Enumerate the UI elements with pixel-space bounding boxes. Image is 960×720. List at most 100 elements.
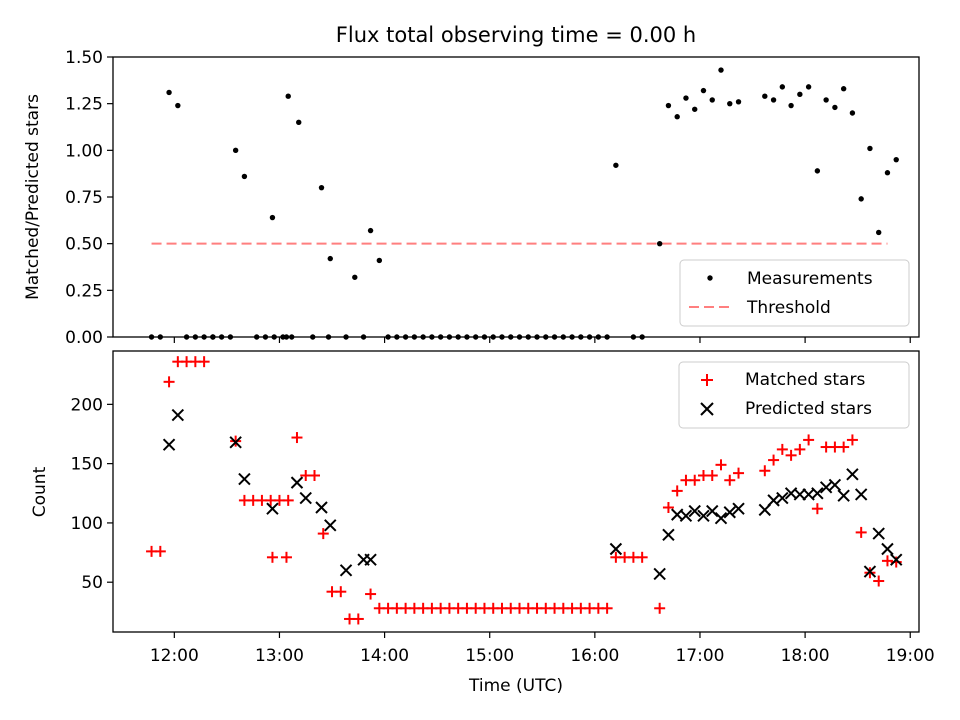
predicted-star-point bbox=[863, 565, 877, 578]
top-x-axis bbox=[173, 337, 911, 343]
measurement-point bbox=[840, 86, 847, 92]
measurement-point bbox=[201, 334, 207, 340]
matched-star-point bbox=[671, 485, 683, 497]
bottom-y-axis: 50 100 150 200 bbox=[71, 395, 113, 593]
top-panel: Flux total observing time = 0.00 h 0.000… bbox=[23, 23, 920, 348]
legend-marker-predicted bbox=[700, 402, 714, 416]
top-legend: Measurements Threshold bbox=[679, 259, 910, 327]
bottom-x-axis: 12:00 13:00 14:00 15:00 16:00 17:00 18:00 19:00 bbox=[150, 632, 935, 666]
matched-star-point bbox=[759, 465, 771, 477]
measurement-point bbox=[446, 334, 453, 340]
measurement-point bbox=[814, 168, 821, 174]
measurement-point bbox=[241, 173, 248, 180]
matched-star-point bbox=[733, 467, 745, 479]
top-y-tick-label: 0.75 bbox=[65, 188, 103, 208]
measurement-point bbox=[832, 104, 838, 111]
measurement-point bbox=[692, 106, 698, 112]
predicted-star-point bbox=[162, 438, 176, 451]
measurement-point bbox=[858, 196, 864, 202]
measurement-point bbox=[210, 334, 216, 340]
measurement-point bbox=[709, 97, 715, 103]
predicted-star-point bbox=[732, 502, 745, 515]
predicted-star-point bbox=[315, 501, 328, 514]
measurement-point bbox=[569, 334, 575, 340]
matched-star-point bbox=[803, 434, 815, 446]
x-tick-label: 12:00 bbox=[150, 646, 199, 666]
matched-star-point bbox=[636, 551, 648, 563]
measurement-point bbox=[271, 334, 277, 340]
measurement-point bbox=[343, 334, 349, 340]
measurement-point bbox=[402, 334, 409, 340]
matched-star-point bbox=[715, 459, 727, 471]
measurement-point bbox=[867, 145, 873, 152]
bottom-y-tick-label: 50 bbox=[81, 573, 103, 593]
matched-star-point bbox=[154, 545, 166, 557]
top-y-tick-label: 1.50 bbox=[65, 48, 103, 68]
measurement-point bbox=[779, 84, 786, 90]
x-tick-label: 19:00 bbox=[886, 646, 935, 666]
legend-marker-matched bbox=[701, 374, 713, 386]
matched-star-point bbox=[335, 586, 347, 598]
measurement-point bbox=[175, 102, 181, 109]
x-tick-label: 18:00 bbox=[781, 646, 830, 666]
measurement-point bbox=[218, 334, 225, 340]
top-y-tick-label: 0.25 bbox=[65, 281, 103, 301]
measurement-point bbox=[481, 334, 488, 340]
top-legend-box bbox=[679, 259, 910, 327]
bottom-legend-box bbox=[678, 361, 910, 429]
measurement-point bbox=[352, 274, 358, 280]
measurement-point bbox=[718, 67, 724, 73]
predicted-star-point bbox=[324, 519, 337, 532]
measurement-point bbox=[876, 229, 882, 236]
legend-label-measurements: Measurements bbox=[747, 269, 873, 289]
matched-star-point bbox=[309, 469, 320, 481]
x-tick-label: 17:00 bbox=[675, 646, 724, 666]
measurement-point bbox=[310, 334, 316, 340]
predicted-star-point bbox=[819, 481, 833, 494]
measurement-point bbox=[700, 87, 707, 94]
measurement-point bbox=[394, 334, 400, 340]
matched-star-point bbox=[846, 434, 858, 446]
measurement-point bbox=[296, 119, 302, 126]
top-y-tick-label: 0.50 bbox=[65, 235, 103, 255]
measurement-point bbox=[735, 99, 742, 105]
measurement-point bbox=[525, 334, 531, 340]
predicted-star-point bbox=[662, 528, 675, 541]
x-tick-label: 14:00 bbox=[360, 646, 409, 666]
predicted-star-point bbox=[811, 487, 824, 500]
matched-star-point bbox=[317, 528, 329, 540]
measurement-point bbox=[437, 334, 444, 340]
chart-title: Flux total observing time = 0.00 h bbox=[336, 23, 696, 47]
predicted-star-point bbox=[609, 542, 623, 556]
measurement-point bbox=[551, 334, 558, 340]
legend-label-threshold: Threshold bbox=[746, 298, 831, 318]
bottom-panel: 50 100 150 200 12:00 13:00 14:00 15:00 16:00 17:… bbox=[30, 350, 935, 696]
predicted-star-point bbox=[679, 509, 693, 523]
matched-star-point bbox=[365, 588, 377, 600]
measurement-point bbox=[285, 93, 291, 99]
x-axis-label: Time (UTC) bbox=[468, 676, 563, 696]
measurement-point bbox=[578, 334, 584, 340]
measurement-point bbox=[595, 334, 602, 340]
matched-star-point bbox=[291, 432, 303, 444]
matched-star-point bbox=[163, 376, 175, 388]
measurement-point bbox=[630, 334, 637, 340]
legend-marker-measurements bbox=[707, 275, 713, 281]
predicted-star-point bbox=[697, 509, 710, 523]
top-y-tick-label: 1.25 bbox=[65, 95, 103, 115]
legend-label-predicted: Predicted stars bbox=[745, 399, 872, 419]
predicted-star-point bbox=[266, 502, 279, 515]
predicted-star-point bbox=[776, 491, 789, 505]
measurement-point bbox=[508, 334, 514, 340]
measurement-point bbox=[166, 89, 172, 96]
predicted-star-point bbox=[706, 504, 719, 518]
measurement-point bbox=[613, 162, 619, 168]
matched-star-point bbox=[282, 494, 294, 506]
predicted-star-point bbox=[793, 488, 807, 501]
bottom-y-tick-label: 200 bbox=[71, 395, 103, 415]
measurement-point bbox=[639, 334, 645, 340]
measurement-point bbox=[849, 110, 856, 116]
legend-label-matched: Matched stars bbox=[745, 370, 865, 390]
measurement-point bbox=[253, 334, 260, 340]
predicted-star-point bbox=[767, 494, 780, 507]
